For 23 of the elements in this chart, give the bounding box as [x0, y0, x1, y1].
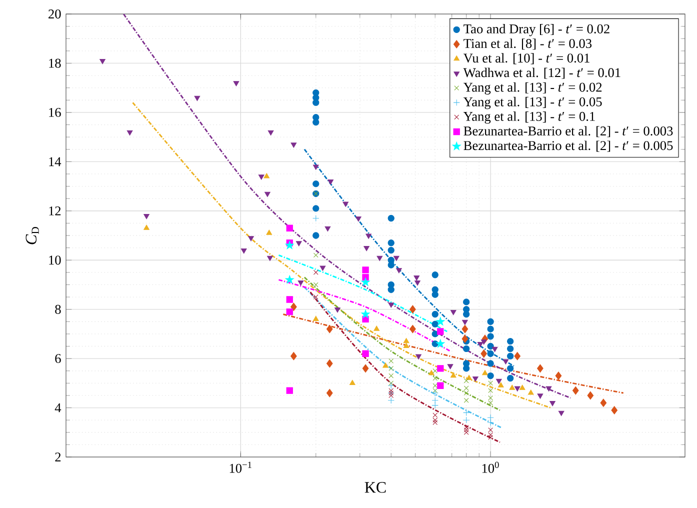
legend-label: Tian et al. [8] - t′ = 0.03 — [464, 38, 592, 50]
y-tick-label: 2 — [55, 452, 61, 462]
legend-label: Wadhwa et al. [12] - t′ = 0.01 — [463, 68, 620, 79]
x-tick-label: 10$^{−1}$ — [230, 462, 252, 473]
y-tick-label: 18 — [49, 58, 61, 68]
y-tick-label: 20 — [48, 10, 61, 18]
y-tick-label: 16 — [49, 108, 61, 117]
y-tick-label: 8 — [55, 304, 61, 314]
y-tick-label: 14 — [49, 157, 62, 166]
y-tick-label: 12 — [49, 206, 61, 216]
y-tick-label: 10 — [49, 256, 61, 265]
legend-label: Bezunartea-Barrio et al. [2] - t′ = 0.005 — [464, 140, 673, 152]
x-axis-title: KC — [364, 482, 386, 493]
y-tick-label: 6 — [55, 354, 61, 364]
legend-label: Bezunartea-Barrio et al. [2] - t′ = 0.003 — [464, 126, 673, 138]
y-axis-title: C$_{D}$ — [26, 226, 39, 244]
x-tick-label: 10$^{0}$ — [482, 462, 499, 473]
legend-label: Vu et al. [10] - t′ = 0.01 — [463, 53, 590, 64]
y-tick-label: 4 — [54, 403, 62, 412]
legend-label: Tao and Dray [6] - t′ = 0.02 — [464, 24, 610, 36]
legend-label: Yang et al. [13] - t′ = 0.05 — [463, 96, 602, 110]
legend-label: Yang et al. [13] - t′ = 0.02 — [463, 82, 602, 95]
legend-label: Yang et al. [13] - t′ = 0.1 — [463, 112, 595, 124]
